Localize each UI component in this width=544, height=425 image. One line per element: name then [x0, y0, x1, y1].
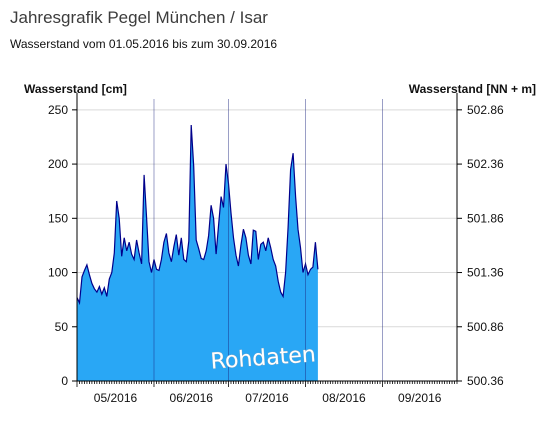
y-axis-label-right: Wasserstand [NN + m]: [408, 82, 536, 96]
x-month-label: 09/2016: [398, 391, 442, 405]
y-tick-label-left: 250: [48, 103, 68, 117]
watermark-rohdaten: Rohdaten: [210, 342, 317, 374]
chart-subtitle: Wasserstand vom 01.05.2016 bis zum 30.09…: [10, 37, 278, 51]
y-axis-label-left: Wasserstand [cm]: [24, 82, 127, 96]
y-tick-label-right: 501.36: [467, 266, 504, 280]
y-tick-label-left: 100: [48, 266, 68, 280]
x-month-label: 07/2016: [245, 391, 289, 405]
y-tick-label-left: 50: [55, 320, 69, 334]
y-tick-label-right: 502.36: [467, 157, 504, 171]
x-month-label: 08/2016: [322, 391, 366, 405]
water-level-line: [76, 124, 319, 306]
x-month-label: 05/2016: [94, 391, 138, 405]
axes: [72, 93, 462, 387]
y-tick-label-left: 200: [48, 157, 68, 171]
y-tick-label-left: 0: [61, 374, 68, 388]
chart-title: Jahresgrafik Pegel München / Isar: [10, 8, 268, 27]
x-month-label: 06/2016: [170, 391, 214, 405]
y-tick-label-right: 501.86: [467, 211, 504, 225]
tick-labels: 0 500.36 50 500.86 100 501.36 150 501.86 200 502.…: [48, 103, 504, 405]
month-divider-lines: [153, 99, 383, 381]
water-level-area: [77, 125, 318, 381]
y-tick-label-right: 500.36: [467, 374, 504, 388]
y-tick-label-left: 150: [48, 211, 68, 225]
y-tick-label-right: 502.86: [467, 103, 504, 117]
y-tick-label-right: 500.86: [467, 320, 504, 334]
